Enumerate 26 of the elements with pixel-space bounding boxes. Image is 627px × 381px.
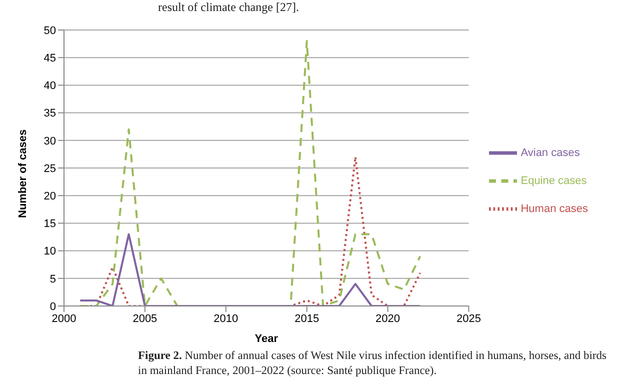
y-axis-title: Number of cases: [16, 129, 29, 218]
x-tick-label: 2005: [132, 312, 158, 325]
legend-label: Human cases: [520, 202, 588, 215]
legend-label: Avian cases: [520, 146, 580, 159]
y-tick-label: 5: [50, 273, 56, 286]
y-tick-label: 0: [50, 300, 56, 313]
x-tick-label: 2020: [376, 312, 400, 325]
y-tick-label: 25: [44, 162, 56, 175]
y-tick-label: 45: [44, 52, 56, 65]
y-tick-label: 30: [44, 135, 56, 148]
x-tick-label: 2010: [214, 312, 238, 325]
x-tick-label: 2025: [456, 312, 481, 325]
y-tick-label: 20: [44, 190, 56, 203]
y-tick-label: 10: [44, 246, 56, 258]
line-series: [79, 233, 422, 306]
x-axis-title: Year: [254, 333, 279, 345]
y-tick-label: 50: [44, 24, 56, 37]
y-tick-label: 15: [44, 218, 56, 230]
line-series: [79, 40, 422, 306]
x-tick-label: 2015: [294, 312, 320, 325]
x-tick-label: 2000: [52, 312, 76, 325]
text: result of climate change [27].: [158, 0, 299, 15]
y-tick-label: 40: [44, 80, 56, 92]
y-tick-label: 35: [44, 108, 56, 120]
caption: Figure 2. Number of annual cases of West Nile virus infection identified in humans, horses, and birds in mainland France, 2001–2022 (source: Santé publique France).: [138, 349, 608, 379]
legend-label: Equine cases: [520, 174, 587, 187]
